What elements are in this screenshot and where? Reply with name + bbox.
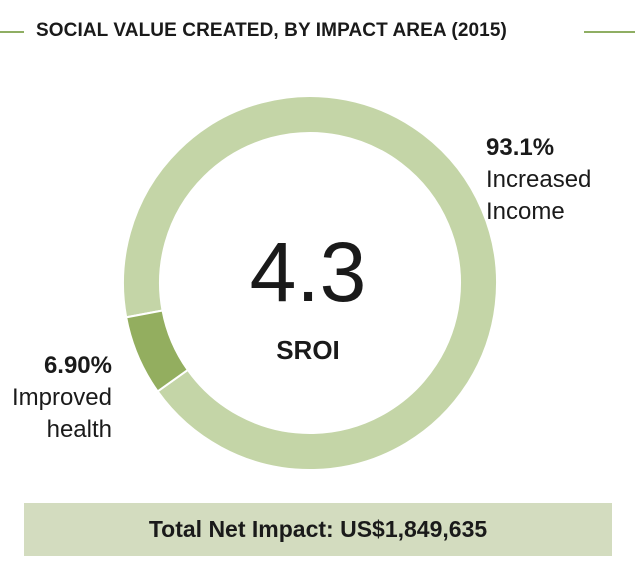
income-slice-label: 93.1% Increased Income bbox=[486, 132, 591, 228]
health-percent: 6.90% bbox=[43, 352, 112, 379]
health-slice-label: 6.90% Improved health bbox=[0, 350, 112, 446]
health-category: Improved health bbox=[11, 384, 112, 443]
slice-improved-health bbox=[125, 309, 190, 393]
slice-increased-income bbox=[122, 95, 498, 471]
header-rule-right bbox=[584, 31, 635, 33]
sroi-label: SROI bbox=[276, 335, 340, 365]
total-impact-bar: Total Net Impact: US$1,849,635 bbox=[24, 503, 612, 556]
income-percent: 93.1% bbox=[486, 134, 555, 161]
chart-title: SOCIAL VALUE CREATED, BY IMPACT AREA (20… bbox=[36, 20, 507, 41]
header-rule-left bbox=[0, 31, 24, 33]
sroi-value: 4.3 bbox=[249, 225, 367, 319]
income-category: Increased Income bbox=[486, 166, 592, 225]
total-impact-text: Total Net Impact: US$1,849,635 bbox=[148, 516, 488, 542]
chart-header: SOCIAL VALUE CREATED, BY IMPACT AREA (20… bbox=[0, 16, 635, 46]
